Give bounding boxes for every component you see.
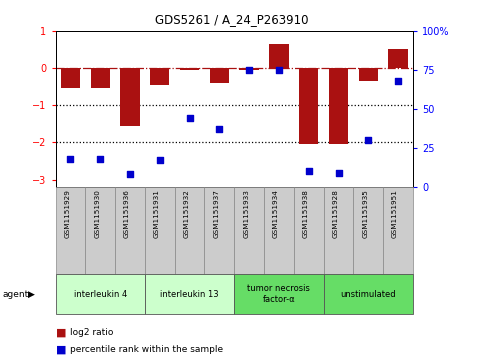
Text: GSM1151937: GSM1151937	[213, 189, 219, 238]
Text: GSM1151933: GSM1151933	[243, 189, 249, 238]
Text: GSM1151951: GSM1151951	[392, 189, 398, 238]
Text: percentile rank within the sample: percentile rank within the sample	[70, 345, 223, 354]
Text: GSM1151932: GSM1151932	[184, 189, 190, 238]
Text: agent: agent	[2, 290, 28, 298]
Text: GSM1151929: GSM1151929	[64, 189, 71, 238]
Point	[335, 170, 342, 176]
Text: GDS5261 / A_24_P263910: GDS5261 / A_24_P263910	[155, 13, 309, 26]
Text: GSM1151931: GSM1151931	[154, 189, 160, 238]
Text: ■: ■	[56, 327, 66, 337]
Text: GSM1151930: GSM1151930	[94, 189, 100, 238]
Bar	[240, 68, 259, 70]
Point	[394, 78, 402, 84]
Text: GSM1151928: GSM1151928	[332, 189, 339, 238]
Point	[364, 137, 372, 143]
Point	[215, 126, 223, 132]
Text: GSM1151936: GSM1151936	[124, 189, 130, 238]
Text: interleukin 4: interleukin 4	[73, 290, 127, 298]
Point	[275, 67, 283, 73]
Bar	[329, 68, 348, 144]
Text: unstimulated: unstimulated	[341, 290, 396, 298]
Bar	[90, 68, 110, 89]
Bar	[269, 44, 289, 68]
Bar	[120, 68, 140, 126]
Bar	[210, 68, 229, 83]
Point	[185, 115, 193, 121]
Text: ■: ■	[56, 344, 66, 354]
Text: log2 ratio: log2 ratio	[70, 328, 114, 337]
Bar	[150, 68, 170, 85]
Text: interleukin 13: interleukin 13	[160, 290, 219, 298]
Point	[305, 168, 313, 174]
Point	[156, 158, 164, 163]
Text: tumor necrosis
factor-α: tumor necrosis factor-α	[247, 284, 311, 304]
Text: GSM1151935: GSM1151935	[362, 189, 368, 238]
Bar	[358, 68, 378, 81]
Bar	[180, 68, 199, 70]
Bar	[61, 68, 80, 89]
Point	[126, 172, 134, 178]
Text: ▶: ▶	[28, 290, 35, 298]
Bar	[388, 49, 408, 68]
Point	[245, 67, 253, 73]
Point	[97, 156, 104, 162]
Text: GSM1151938: GSM1151938	[303, 189, 309, 238]
Bar	[299, 68, 318, 144]
Text: GSM1151934: GSM1151934	[273, 189, 279, 238]
Point	[67, 156, 74, 162]
